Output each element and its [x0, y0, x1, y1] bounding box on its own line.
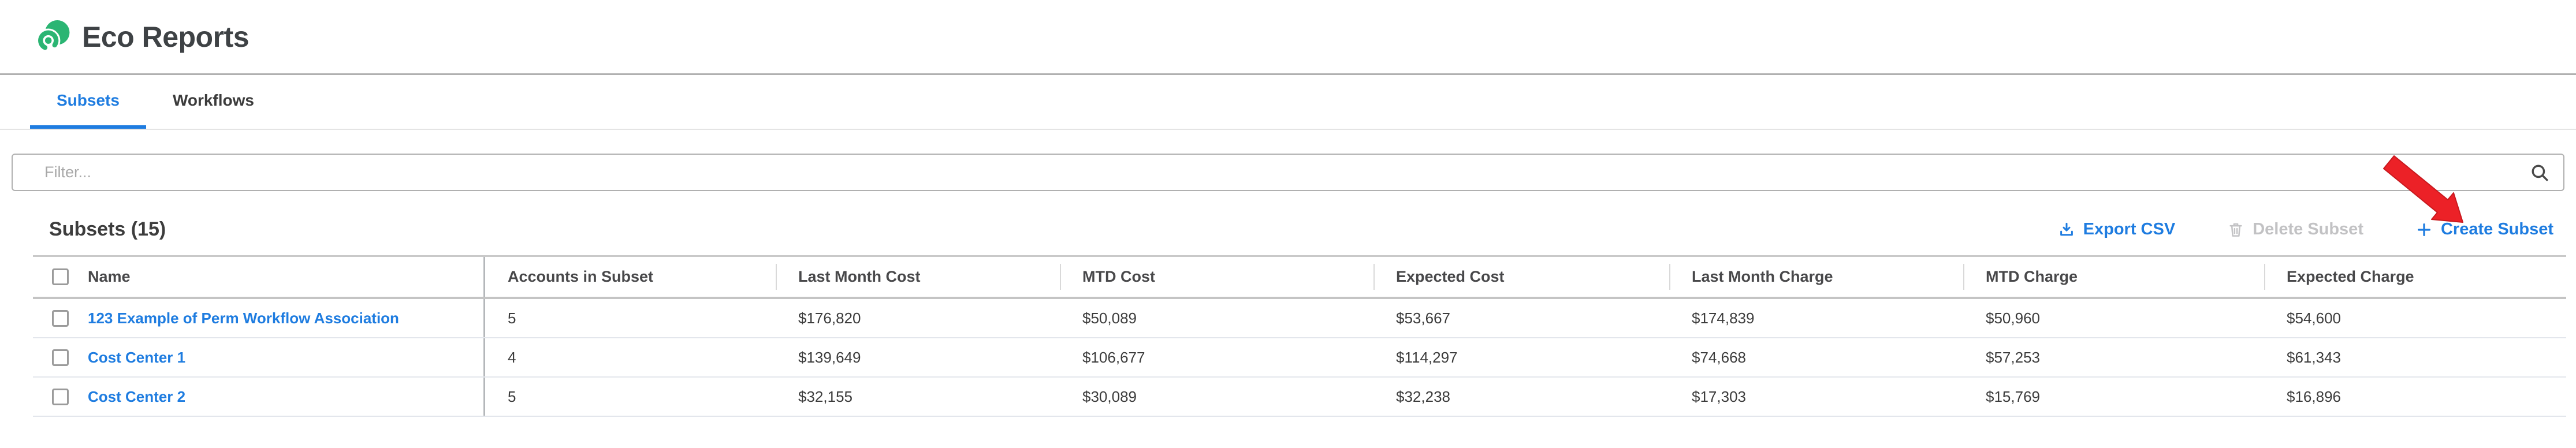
header-cell-name: Name [33, 257, 485, 297]
header-cell-last-month-charge: Last Month Charge [1669, 257, 1963, 297]
subset-name-link[interactable]: Cost Center 1 [88, 348, 186, 366]
delete-subset-button[interactable]: Delete Subset [2227, 220, 2363, 239]
app-header: Eco Reports [0, 0, 2576, 73]
row-cell: $50,089 [1082, 309, 1137, 327]
page-title: Eco Reports [82, 20, 250, 53]
tab-subsets[interactable]: Subsets [30, 75, 146, 129]
name-cell: Cost Center 2 [33, 378, 485, 416]
row-cell: $17,303 [1692, 387, 1746, 405]
row-cell: $32,155 [798, 387, 853, 405]
row-cell: $57,253 [1986, 348, 2040, 366]
trash-icon [2229, 223, 2242, 237]
export-csv-button[interactable]: Export CSV [2058, 220, 2176, 239]
subsets-table: Name Accounts in Subset Last Month Cost … [33, 255, 2566, 417]
table-body: 123 Example of Perm Workflow Association… [33, 299, 2566, 417]
row-cell: $174,839 [1692, 309, 1755, 327]
row-cell: 5 [508, 309, 516, 327]
table-header: Name Accounts in Subset Last Month Cost … [33, 257, 2566, 299]
header-cell-last-month-cost: Last Month Cost [776, 257, 1060, 297]
row-cell: $176,820 [798, 309, 861, 327]
subset-name-link[interactable]: 123 Example of Perm Workflow Association [88, 309, 399, 327]
row-cell: $61,343 [2287, 348, 2341, 366]
plus-icon [2417, 223, 2430, 236]
row-checkbox[interactable] [52, 309, 69, 327]
header-cell-expected-cost: Expected Cost [1373, 257, 1669, 297]
row-cell: $32,238 [1396, 387, 1450, 405]
select-all-checkbox[interactable] [52, 268, 69, 285]
tab-workflows[interactable]: Workflows [172, 91, 254, 109]
filter-input[interactable] [12, 154, 2564, 191]
header-cell-mtd-cost: MTD Cost [1060, 257, 1373, 297]
row-cell: 5 [508, 387, 516, 405]
subsets-toolbar: Subsets (15) Export CSV Delete Subset Cr… [49, 218, 2553, 241]
subsets-count-heading: Subsets (15) [49, 218, 166, 240]
header-cell-expected-charge: Expected Charge [2264, 257, 2566, 297]
table-row: 123 Example of Perm Workflow Association… [33, 299, 2566, 338]
toolbar-actions: Export CSV Delete Subset Create Subset [2058, 220, 2553, 239]
name-cell: Cost Center 1 [33, 338, 485, 376]
row-cell: $114,297 [1396, 348, 1458, 366]
row-cell: $50,960 [1986, 309, 2040, 327]
filter-bar [12, 154, 2564, 191]
header-divider [0, 73, 2576, 75]
row-cell: $54,600 [2287, 309, 2341, 327]
subset-name-link[interactable]: Cost Center 2 [88, 387, 186, 405]
header-cell-mtd-charge: MTD Charge [1963, 257, 2264, 297]
row-cell: $15,769 [1986, 387, 2040, 405]
row-cell: $53,667 [1396, 309, 1450, 327]
create-subset-button[interactable]: Create Subset [2415, 220, 2553, 239]
row-cell: $106,677 [1082, 348, 1145, 366]
row-checkbox[interactable] [52, 349, 69, 366]
export-csv-label: Export CSV [2083, 220, 2176, 238]
app-logo-icon [37, 20, 70, 53]
row-cell: $30,089 [1082, 387, 1137, 405]
search-icon[interactable] [2530, 163, 2549, 182]
row-cell: $74,668 [1692, 348, 1746, 366]
row-cell: 4 [508, 348, 516, 366]
tab-bar: Subsets Workflows [0, 75, 2576, 130]
row-cell: $16,896 [2287, 387, 2341, 405]
row-checkbox[interactable] [52, 388, 69, 405]
create-subset-label: Create Subset [2440, 220, 2553, 238]
table-row: Cost Center 2 5 $32,155 $30,089 $32,238 … [33, 378, 2566, 417]
table-row: Cost Center 1 4 $139,649 $106,677 $114,2… [33, 338, 2566, 378]
column-label: Name [88, 268, 131, 285]
header-cell-accounts: Accounts in Subset [508, 268, 654, 285]
delete-subset-label: Delete Subset [2253, 220, 2363, 238]
download-icon [2060, 222, 2073, 236]
name-cell: 123 Example of Perm Workflow Association [33, 299, 485, 337]
row-cell: $139,649 [798, 348, 861, 366]
